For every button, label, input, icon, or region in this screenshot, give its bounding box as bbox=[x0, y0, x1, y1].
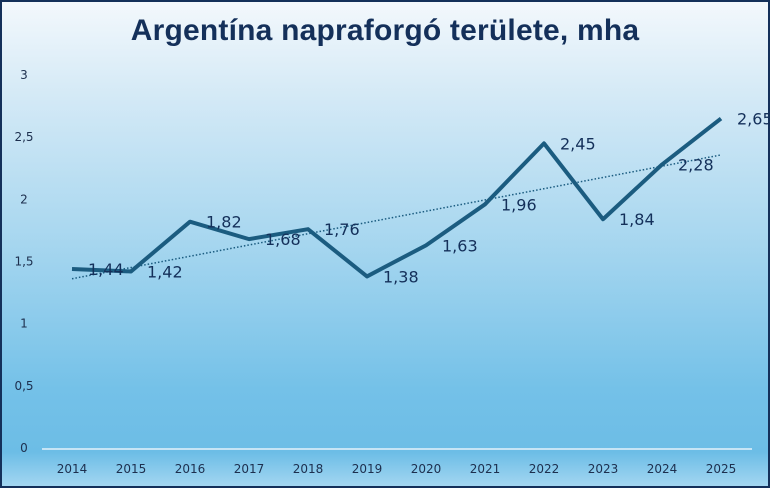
x-tick-label: 2021 bbox=[470, 462, 501, 476]
y-tick-label: 2 bbox=[20, 192, 28, 206]
data-label: 2,65 bbox=[737, 110, 770, 129]
data-label: 1,82 bbox=[206, 213, 242, 232]
data-label: 1,76 bbox=[324, 220, 360, 239]
x-tick-label: 2024 bbox=[647, 462, 678, 476]
data-label: 1,63 bbox=[442, 236, 478, 255]
y-tick-label: 0 bbox=[20, 441, 28, 455]
y-tick-label: 2,5 bbox=[14, 130, 33, 144]
chart-title: Argentína napraforgó területe, mha bbox=[130, 14, 640, 47]
trendline bbox=[71, 154, 722, 280]
data-label: 1,38 bbox=[383, 267, 419, 286]
data-label: 1,68 bbox=[265, 230, 301, 249]
data-label: 1,96 bbox=[501, 195, 537, 214]
x-tick-label: 2015 bbox=[116, 462, 147, 476]
data-label: 2,45 bbox=[560, 134, 596, 153]
y-tick-label: 1 bbox=[20, 317, 28, 331]
data-label: 1,42 bbox=[147, 262, 183, 281]
x-tick-label: 2016 bbox=[175, 462, 206, 476]
x-tick-label: 2023 bbox=[588, 462, 619, 476]
x-tick-label: 2022 bbox=[529, 462, 560, 476]
data-label: 2,28 bbox=[678, 156, 714, 175]
data-label: 1,44 bbox=[88, 260, 124, 279]
x-tick-label: 2018 bbox=[293, 462, 324, 476]
series-line bbox=[71, 116, 723, 279]
x-tick-label: 2025 bbox=[706, 462, 737, 476]
x-tick-label: 2017 bbox=[234, 462, 265, 476]
x-tick-label: 2019 bbox=[352, 462, 383, 476]
y-tick-label: 0,5 bbox=[14, 379, 33, 393]
x-tick-label: 2020 bbox=[411, 462, 442, 476]
y-tick-label: 3 bbox=[20, 68, 28, 82]
data-label: 1,84 bbox=[619, 210, 655, 229]
x-tick-label: 2014 bbox=[57, 462, 88, 476]
y-tick-label: 1,5 bbox=[14, 255, 33, 269]
